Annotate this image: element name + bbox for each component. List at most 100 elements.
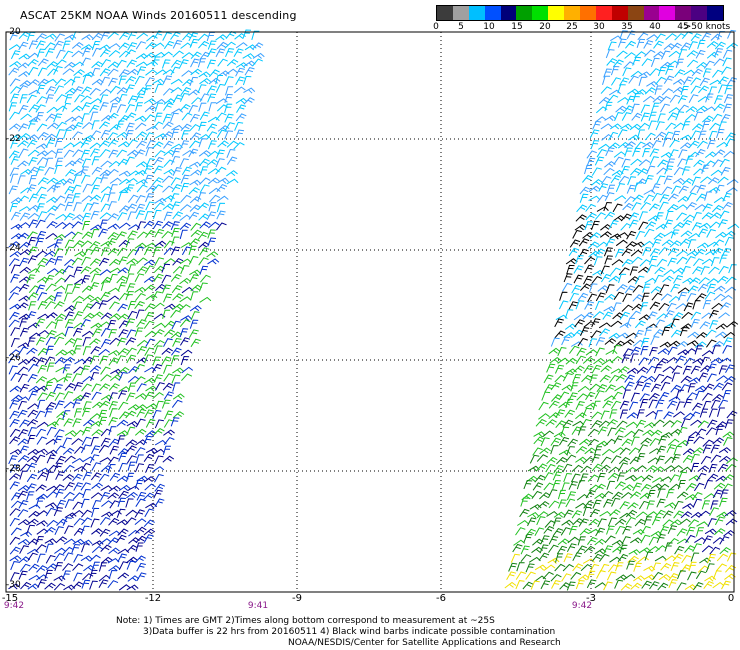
wind-barb bbox=[599, 374, 611, 383]
wind-barb bbox=[163, 40, 175, 50]
wind-barb bbox=[199, 93, 210, 102]
wind-barb bbox=[596, 206, 609, 212]
wind-barb bbox=[80, 319, 91, 328]
wind-barb bbox=[630, 346, 641, 355]
wind-barb bbox=[583, 500, 594, 509]
wind-barb bbox=[55, 148, 63, 159]
wind-barb bbox=[28, 504, 41, 510]
wind-barb bbox=[28, 390, 38, 400]
wind-barb bbox=[145, 158, 156, 168]
wind-barb bbox=[37, 471, 48, 480]
wind-barb bbox=[674, 33, 686, 41]
wind-barb bbox=[44, 569, 53, 579]
wind-barb bbox=[712, 159, 723, 168]
wind-barb bbox=[71, 543, 81, 554]
wind-barb bbox=[198, 150, 211, 157]
wind-barb bbox=[662, 420, 675, 427]
wind-barb bbox=[8, 102, 18, 112]
wind-barb bbox=[118, 75, 127, 85]
wind-barb bbox=[566, 264, 575, 275]
wind-barb bbox=[616, 283, 628, 292]
wind-barb bbox=[72, 86, 84, 95]
wind-barb bbox=[152, 302, 165, 310]
wind-barb bbox=[107, 61, 120, 69]
wind-barb bbox=[645, 221, 657, 230]
wind-barb bbox=[567, 536, 580, 544]
wind-barb bbox=[56, 499, 66, 509]
wind-barb bbox=[670, 229, 680, 239]
wind-barb bbox=[109, 103, 118, 113]
wind-barb bbox=[701, 120, 710, 131]
wind-barb bbox=[126, 426, 136, 436]
wind-barb bbox=[663, 269, 676, 276]
wind-barb bbox=[17, 195, 30, 204]
wind-barb bbox=[574, 224, 587, 231]
wind-barb bbox=[179, 337, 191, 346]
wind-barb bbox=[163, 419, 174, 428]
wind-barb bbox=[18, 445, 29, 455]
wind-barb bbox=[243, 60, 256, 67]
wind-barb bbox=[625, 466, 637, 474]
wind-barb bbox=[677, 158, 688, 168]
wind-barb bbox=[634, 518, 646, 527]
wind-barb bbox=[568, 392, 578, 402]
wind-barb bbox=[54, 400, 65, 410]
wind-barb bbox=[594, 390, 605, 399]
wind-barb bbox=[579, 473, 589, 483]
wind-barb bbox=[693, 159, 705, 168]
wind-barb bbox=[118, 50, 131, 58]
wind-barb bbox=[723, 94, 733, 104]
wind-barb bbox=[18, 556, 31, 564]
wind-barb bbox=[575, 456, 587, 463]
lon-label: -9 bbox=[292, 593, 302, 604]
wind-barb bbox=[89, 87, 101, 96]
wind-barb bbox=[72, 301, 83, 311]
wind-barb bbox=[504, 581, 517, 589]
wind-barb bbox=[116, 59, 127, 69]
wind-barb bbox=[725, 518, 738, 526]
wind-barb bbox=[648, 356, 659, 365]
wind-barb bbox=[72, 563, 84, 571]
wind-barb bbox=[154, 498, 165, 508]
wind-barb bbox=[26, 94, 37, 104]
wind-barb bbox=[627, 276, 640, 283]
wind-barb bbox=[669, 94, 681, 103]
wind-barb bbox=[519, 508, 530, 518]
wind-barb bbox=[191, 97, 203, 105]
wind-barb bbox=[46, 61, 59, 69]
wind-barb bbox=[252, 52, 265, 59]
wind-barb bbox=[528, 556, 541, 563]
wind-barb bbox=[698, 130, 707, 140]
wind-barb bbox=[702, 203, 713, 212]
wind-barb bbox=[664, 310, 675, 319]
colorbar-swatch bbox=[627, 6, 644, 20]
wind-barb bbox=[552, 517, 562, 527]
wind-barb bbox=[172, 266, 185, 274]
wind-barb bbox=[532, 482, 544, 491]
wind-barb bbox=[711, 113, 723, 122]
wind-barb bbox=[172, 167, 182, 177]
wind-barb bbox=[18, 41, 29, 51]
wind-barb bbox=[690, 130, 701, 140]
wind-barb bbox=[64, 430, 77, 437]
wind-barb bbox=[108, 517, 120, 526]
wind-barb bbox=[251, 30, 260, 41]
wind-barb bbox=[170, 221, 180, 231]
wind-barb bbox=[35, 484, 47, 492]
wind-barb bbox=[36, 565, 48, 573]
wind-barb bbox=[715, 425, 724, 436]
wind-barb bbox=[655, 399, 665, 409]
wind-barb bbox=[109, 510, 122, 517]
wind-barb bbox=[681, 219, 693, 228]
wind-barb bbox=[579, 186, 591, 195]
wind-barb bbox=[100, 556, 113, 564]
wind-barb bbox=[715, 184, 725, 194]
wind-barb bbox=[45, 257, 56, 266]
wind-barb bbox=[161, 274, 172, 284]
wind-barb bbox=[538, 552, 550, 561]
wind-barb bbox=[643, 40, 654, 49]
wind-barb bbox=[125, 104, 135, 113]
wind-barb bbox=[82, 74, 91, 84]
wind-barb bbox=[635, 178, 648, 186]
wind-barb bbox=[568, 525, 578, 535]
